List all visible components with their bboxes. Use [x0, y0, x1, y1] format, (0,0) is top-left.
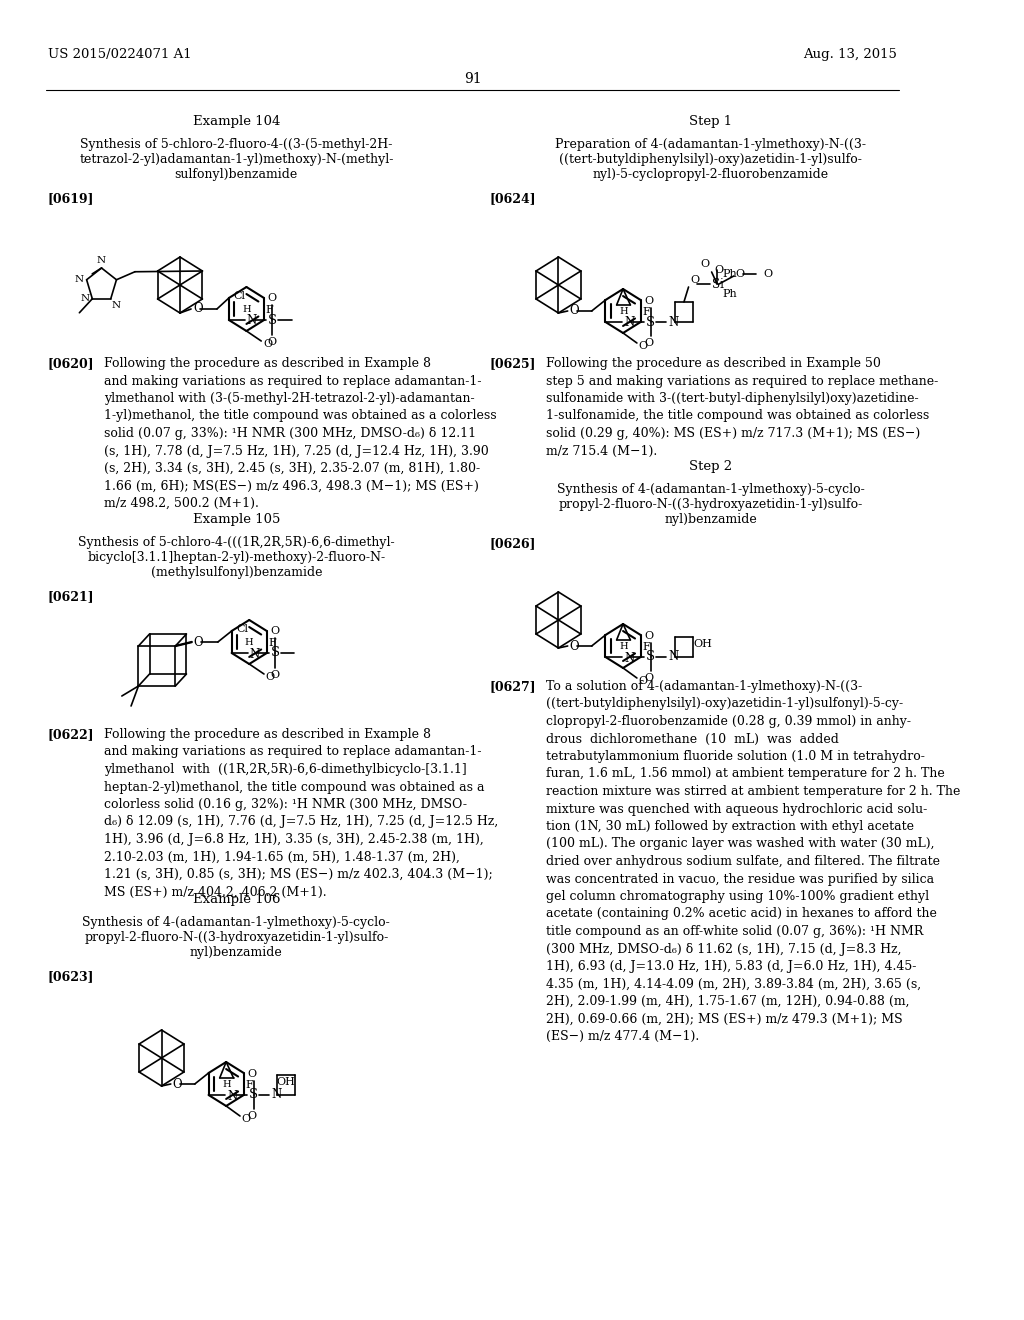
Text: propyl-2-fluoro-N-((3-hydroxyazetidin-1-yl)sulfo-: propyl-2-fluoro-N-((3-hydroxyazetidin-1-…	[559, 498, 863, 511]
Text: Si: Si	[712, 277, 724, 290]
Text: O: O	[715, 265, 724, 275]
Text: (methylsulfonyl)benzamide: (methylsulfonyl)benzamide	[151, 566, 323, 579]
Text: S: S	[646, 315, 655, 329]
Text: O: O	[569, 305, 580, 318]
Text: F: F	[642, 642, 650, 652]
Text: Preparation of 4-(adamantan-1-ylmethoxy)-N-((3-: Preparation of 4-(adamantan-1-ylmethoxy)…	[555, 139, 866, 150]
Text: S: S	[267, 314, 276, 326]
Text: F: F	[246, 1080, 253, 1090]
Text: [0627]: [0627]	[489, 680, 536, 693]
Text: propyl-2-fluoro-N-((3-hydroxyazetidin-1-yl)sulfo-: propyl-2-fluoro-N-((3-hydroxyazetidin-1-…	[84, 931, 388, 944]
Text: Synthesis of 5-chloro-2-fluoro-4-((3-(5-methyl-2H-: Synthesis of 5-chloro-2-fluoro-4-((3-(5-…	[80, 139, 392, 150]
Text: H: H	[222, 1080, 231, 1089]
Text: nyl)benzamide: nyl)benzamide	[665, 513, 757, 525]
Text: sulfonyl)benzamide: sulfonyl)benzamide	[175, 168, 298, 181]
Text: US 2015/0224071 A1: US 2015/0224071 A1	[48, 48, 191, 61]
Text: O: O	[267, 337, 276, 347]
Text: O: O	[248, 1069, 256, 1078]
Text: Example 106: Example 106	[193, 894, 280, 906]
Text: H: H	[242, 305, 251, 314]
Text: bicyclo[3.1.1]heptan-2-yl)-methoxy)-2-fluoro-N-: bicyclo[3.1.1]heptan-2-yl)-methoxy)-2-fl…	[87, 550, 385, 564]
Text: Synthesis of 5-chloro-4-(((1R,2R,5R)-6,6-dimethyl-: Synthesis of 5-chloro-4-(((1R,2R,5R)-6,6…	[78, 536, 394, 549]
Text: N: N	[271, 1089, 282, 1101]
Text: O: O	[270, 626, 280, 636]
Text: Following the procedure as described in Example 8
and making variations as requi: Following the procedure as described in …	[104, 356, 497, 510]
Text: [0625]: [0625]	[489, 356, 536, 370]
Text: O: O	[270, 671, 280, 680]
Text: N: N	[75, 276, 84, 284]
Text: [0621]: [0621]	[48, 590, 94, 603]
Text: O: O	[735, 269, 744, 279]
Text: S: S	[270, 647, 280, 660]
Text: O: O	[266, 672, 275, 682]
Text: F: F	[266, 305, 273, 315]
Text: F: F	[268, 638, 276, 648]
Text: O: O	[263, 339, 272, 348]
Text: 91: 91	[464, 73, 481, 86]
Text: [0626]: [0626]	[489, 537, 536, 550]
Text: N: N	[227, 1089, 238, 1102]
Text: N: N	[97, 256, 106, 265]
Text: O: O	[267, 293, 276, 304]
Text: S: S	[249, 1089, 258, 1101]
Text: O: O	[639, 341, 648, 351]
Text: O: O	[644, 338, 653, 348]
Text: O: O	[569, 639, 580, 652]
Text: H: H	[620, 308, 629, 315]
Text: O: O	[194, 635, 204, 648]
Text: N: N	[624, 652, 634, 664]
Text: N: N	[112, 301, 121, 310]
Text: O: O	[193, 302, 203, 315]
Text: Example 105: Example 105	[193, 513, 280, 525]
Text: nyl)-5-cyclopropyl-2-fluorobenzamide: nyl)-5-cyclopropyl-2-fluorobenzamide	[593, 168, 828, 181]
Text: H: H	[620, 642, 629, 651]
Text: O: O	[248, 1111, 256, 1121]
Text: O: O	[700, 259, 710, 269]
Text: O: O	[644, 296, 653, 306]
Text: F: F	[642, 308, 650, 317]
Text: N: N	[669, 315, 679, 329]
Text: Example 104: Example 104	[193, 115, 280, 128]
Text: N: N	[247, 314, 257, 327]
Text: Cl: Cl	[237, 624, 248, 634]
Text: Following the procedure as described in Example 50
step 5 and making variations : Following the procedure as described in …	[546, 356, 938, 458]
Text: [0620]: [0620]	[48, 356, 94, 370]
Text: [0624]: [0624]	[489, 191, 536, 205]
Text: O: O	[639, 676, 648, 686]
Text: O: O	[644, 673, 653, 682]
Text: O: O	[644, 631, 653, 642]
Text: OH: OH	[276, 1077, 296, 1086]
Text: O: O	[690, 275, 699, 285]
Text: [0622]: [0622]	[48, 729, 94, 741]
Text: Step 2: Step 2	[689, 459, 732, 473]
Text: nyl)benzamide: nyl)benzamide	[189, 946, 283, 960]
Text: To a solution of 4-(adamantan-1-ylmethoxy)-N-((3-
((tert-butyldiphenylsilyl)-oxy: To a solution of 4-(adamantan-1-ylmethox…	[546, 680, 959, 1043]
Text: Following the procedure as described in Example 8
and making variations as requi: Following the procedure as described in …	[104, 729, 499, 899]
Text: Synthesis of 4-(adamantan-1-ylmethoxy)-5-cyclo-: Synthesis of 4-(adamantan-1-ylmethoxy)-5…	[82, 916, 390, 929]
Text: N: N	[624, 317, 634, 330]
Text: Step 1: Step 1	[689, 115, 732, 128]
Text: N: N	[81, 294, 89, 304]
Text: H: H	[245, 638, 254, 647]
Text: Ph: Ph	[723, 269, 737, 279]
Text: Cl: Cl	[233, 290, 246, 301]
Text: tetrazol-2-yl)adamantan-1-yl)methoxy)-N-(methyl-: tetrazol-2-yl)adamantan-1-yl)methoxy)-N-…	[79, 153, 393, 166]
Text: O: O	[242, 1114, 251, 1125]
Text: N: N	[669, 651, 679, 664]
Text: Ph: Ph	[723, 289, 737, 300]
Text: O: O	[763, 269, 772, 279]
Text: ((tert-butyldiphenylsilyl)-oxy)azetidin-1-yl)sulfo-: ((tert-butyldiphenylsilyl)-oxy)azetidin-…	[559, 153, 862, 166]
Text: Synthesis of 4-(adamantan-1-ylmethoxy)-5-cyclo-: Synthesis of 4-(adamantan-1-ylmethoxy)-5…	[557, 483, 864, 496]
Text: S: S	[646, 651, 655, 664]
Text: O: O	[173, 1077, 182, 1090]
Text: [0619]: [0619]	[48, 191, 94, 205]
Text: Aug. 13, 2015: Aug. 13, 2015	[803, 48, 897, 61]
Text: [0623]: [0623]	[48, 970, 94, 983]
Text: N: N	[249, 648, 259, 660]
Text: OH: OH	[693, 639, 712, 649]
